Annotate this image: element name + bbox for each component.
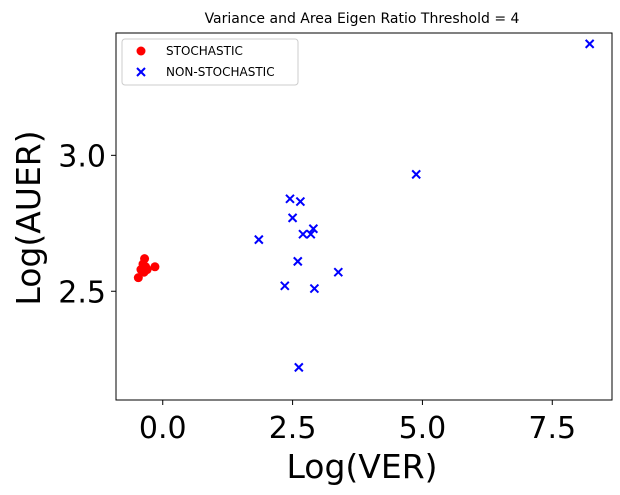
- stochastic-point: [140, 254, 150, 264]
- non-stochastic-point: [254, 234, 264, 245]
- x-tick-label: 7.5: [528, 411, 576, 446]
- non-stochastic-point: [333, 267, 343, 277]
- non-stochastic-point: [287, 213, 298, 223]
- stochastic-point: [150, 262, 160, 272]
- x-tick-label: 0.0: [139, 411, 187, 446]
- non-stochastic-point: [280, 281, 290, 291]
- x-tick-label: 2.5: [269, 411, 317, 446]
- stochastic-point: [142, 265, 152, 275]
- non-stochastic-point: [306, 229, 316, 239]
- y-tick-label: 2.5: [58, 275, 106, 310]
- axis-ticks: 0.0 2.5 5.0 7.5 2.5 3.0: [58, 139, 576, 446]
- y-axis-label: Log(AUER): [9, 130, 48, 305]
- y-tick-label: 3.0: [58, 139, 106, 174]
- x-tick-label: 5.0: [399, 411, 447, 446]
- legend-marker-non-stochastic: [136, 67, 146, 77]
- non-stochastic-point: [293, 256, 303, 267]
- legend: STOCHASTIC NON-STOCHASTIC: [121, 38, 299, 86]
- non-stochastic-point: [285, 194, 295, 204]
- non-stochastic-point: [584, 39, 595, 49]
- non-stochastic-point: [309, 283, 320, 294]
- chart-title: Variance and Area Eigen Ratio Threshold …: [205, 11, 520, 27]
- stochastic-point: [133, 273, 143, 283]
- non-stochastic-point: [298, 229, 308, 239]
- non-stochastic-point: [411, 169, 421, 180]
- data-points: [133, 39, 595, 373]
- legend-label: STOCHASTIC: [166, 44, 243, 58]
- legend-box: [121, 38, 299, 86]
- x-axis-label: Log(VER): [286, 447, 437, 486]
- non-stochastic-point: [295, 196, 306, 207]
- legend-label: NON-STOCHASTIC: [166, 65, 275, 79]
- legend-marker-stochastic: [136, 46, 146, 56]
- plot-area: [115, 32, 613, 401]
- non-stochastic-point: [294, 362, 304, 373]
- non-stochastic-point: [308, 224, 319, 234]
